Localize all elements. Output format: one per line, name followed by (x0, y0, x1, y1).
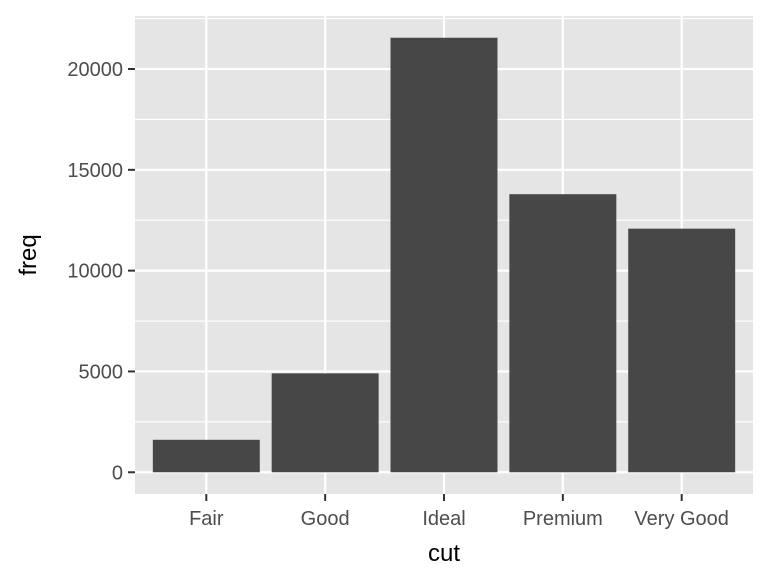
y-tick-label: 15000 (67, 160, 123, 182)
x-tick-label: Ideal (422, 508, 465, 530)
x-tick-label: Fair (189, 508, 224, 530)
bar-ideal (390, 37, 498, 473)
y-tick-label: 20000 (67, 59, 123, 81)
y-tick-label: 10000 (67, 261, 123, 283)
bar-fair (152, 439, 260, 473)
y-tick-label: 5000 (79, 361, 124, 383)
y-axis: 0 5000 10000 15000 20000 (67, 59, 135, 484)
bar-very-good (628, 228, 736, 473)
x-axis: Fair Good Ideal Premium Very Good (189, 494, 729, 530)
x-tick-label: Premium (523, 508, 603, 530)
bar-premium (509, 194, 617, 473)
y-axis-title: freq (15, 234, 42, 275)
x-axis-title: cut (428, 540, 460, 567)
bars (152, 37, 736, 473)
x-tick-label: Good (301, 508, 350, 530)
bar-good (271, 373, 379, 473)
x-tick-label: Very Good (634, 508, 729, 530)
y-tick-label: 0 (112, 462, 123, 484)
